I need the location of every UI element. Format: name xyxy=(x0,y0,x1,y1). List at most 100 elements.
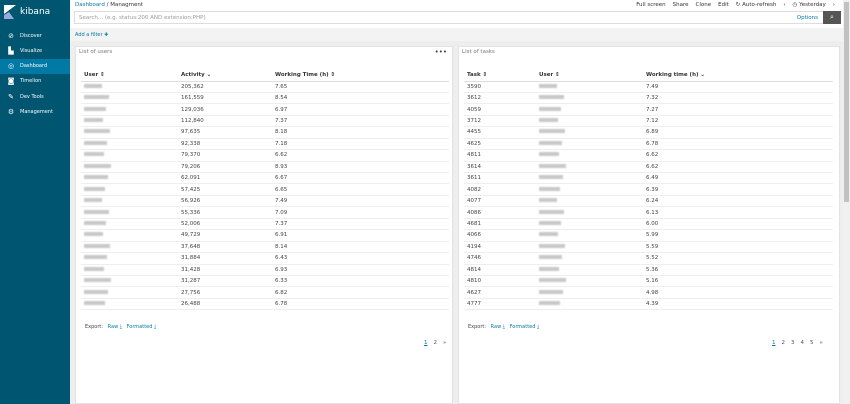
table-cell xyxy=(536,206,643,219)
redacted-user xyxy=(84,266,104,271)
export-formatted-link[interactable]: Formatted ⤓ xyxy=(126,324,157,330)
cell-value: 6.93 xyxy=(275,266,288,273)
cell-value: 79,206 xyxy=(181,163,201,170)
fullscreen-button[interactable]: Full screen xyxy=(636,2,666,8)
sidebar-item-management[interactable]: ⚙ Management xyxy=(0,105,70,120)
table-cell: 31,287 xyxy=(178,275,272,288)
add-filter-button[interactable]: Add a filter ✚ xyxy=(75,32,109,38)
table-cell: 6.62 xyxy=(272,149,449,162)
page-link[interactable]: 3 xyxy=(791,340,795,346)
export-label: Export: xyxy=(468,324,487,330)
column-header[interactable]: User ⇕ xyxy=(81,69,178,82)
column-header[interactable]: User ⇕ xyxy=(536,69,643,82)
cell-value: 4082 xyxy=(467,186,481,193)
table-cell: 4082 xyxy=(464,183,536,196)
cell-value: 8.18 xyxy=(275,129,288,136)
cell-value: 49,729 xyxy=(181,232,201,239)
column-header[interactable]: Working Time (h) ⇕ xyxy=(272,69,449,82)
pagination: 1 2 » xyxy=(424,340,446,346)
redacted-user xyxy=(84,289,108,294)
panel-menu-icon[interactable]: ••• xyxy=(434,48,447,56)
breadcrumb-dashboard[interactable]: Dashboard xyxy=(75,2,105,8)
page-link[interactable]: 2 xyxy=(781,340,786,346)
export-raw-link[interactable]: Raw ⤓ xyxy=(107,324,122,330)
redacted-user xyxy=(539,198,557,203)
sidebar-item-label: Management xyxy=(20,109,53,115)
time-next-icon[interactable]: › xyxy=(832,2,835,8)
export-formatted-link[interactable]: Formatted ⤓ xyxy=(509,324,540,330)
table-cell: 4086 xyxy=(464,206,536,219)
time-picker[interactable]: ◷ Yesterday xyxy=(793,2,826,8)
table-row: 4086 6.13 xyxy=(464,206,833,219)
kibana-logo[interactable]: kibana xyxy=(4,5,50,19)
sidebar-item-label: Timelion xyxy=(20,78,42,85)
page-link[interactable]: » xyxy=(819,340,823,346)
cell-value: 7.49 xyxy=(275,198,288,205)
table-cell: 5.52 xyxy=(643,252,833,265)
sidebar-item-dashboard[interactable]: ◎ Dashboard xyxy=(0,58,70,74)
cell-value: 161,559 xyxy=(181,95,204,102)
column-header[interactable]: Activity ⌄ xyxy=(178,69,272,82)
time-prev-icon[interactable]: ‹ xyxy=(783,2,786,8)
table-cell xyxy=(81,264,178,276)
cell-value: 6.13 xyxy=(646,209,659,216)
table-cell: 8.14 xyxy=(272,241,449,254)
edit-button[interactable]: Edit xyxy=(718,2,729,8)
search-bar: Search... (e.g. status:200 AND extension… xyxy=(74,11,841,24)
table-row: 4810 5.16 xyxy=(464,275,833,288)
table-cell: 6.43 xyxy=(272,252,449,265)
table-row: 79,370 6.62 xyxy=(81,149,449,162)
sidebar-item-discover[interactable]: ⊘ Discover xyxy=(0,28,70,43)
scrollbar-thumb[interactable] xyxy=(844,2,849,202)
sidebar-item-dev-tools[interactable]: ✎ Dev Tools xyxy=(0,89,70,104)
top-bar: Dashboard / Managment Full screen Share … xyxy=(70,0,843,10)
search-button[interactable]: ⌕ xyxy=(823,11,841,24)
search-icon: ⌕ xyxy=(830,13,834,21)
table-cell xyxy=(81,218,178,231)
table-cell: 4066 xyxy=(464,229,536,242)
auto-refresh-button[interactable]: ↻ Auto-refresh xyxy=(736,2,777,8)
export-label: Export: xyxy=(85,324,104,330)
pagination: 1 2 3 4 5 » xyxy=(772,340,823,346)
search-input[interactable]: Search... (e.g. status:200 AND extension… xyxy=(79,15,206,21)
table-cell xyxy=(81,298,178,311)
sidebar-item-visualize[interactable]: ▙ Visualize xyxy=(0,43,70,58)
table-cell xyxy=(81,172,178,185)
page-link[interactable]: 1 xyxy=(424,340,428,346)
auto-refresh-label: Auto-refresh xyxy=(742,2,777,8)
users-panel: List of users ••• User ⇕ Activity ⌄ Workin… xyxy=(75,46,453,404)
table-row: 4625 6.78 xyxy=(464,138,833,151)
sidebar-item-timelion[interactable]: ◙ Timelion xyxy=(0,74,70,89)
table-cell: 161,559 xyxy=(178,92,272,105)
table-cell: 8.93 xyxy=(272,161,449,174)
share-button[interactable]: Share xyxy=(672,2,689,8)
redacted-user xyxy=(84,140,107,145)
cell-value: 52,006 xyxy=(181,220,201,227)
page-link[interactable]: » xyxy=(443,340,447,346)
page-link[interactable]: 2 xyxy=(433,340,438,346)
table-row: 52,006 7.37 xyxy=(81,218,449,231)
table-cell xyxy=(81,161,178,174)
cell-value: 31,884 xyxy=(181,255,201,262)
options-button[interactable]: Options xyxy=(796,15,818,21)
page-scrollbar[interactable] xyxy=(843,0,850,404)
cell-value: 6.33 xyxy=(275,278,288,285)
page-link[interactable]: 1 xyxy=(772,340,776,346)
filter-bar: Add a filter ✚ xyxy=(70,28,843,41)
column-header[interactable]: Task ⇕ xyxy=(464,69,536,82)
clone-button[interactable]: Clone xyxy=(695,2,712,8)
table-cell: 6.97 xyxy=(272,103,449,116)
table-cell: 92,338 xyxy=(178,138,272,151)
cell-value: 31,428 xyxy=(181,266,201,273)
table-cell: 4.39 xyxy=(643,298,833,311)
table-row: 27,756 6.82 xyxy=(81,286,449,299)
page-link[interactable]: 4 xyxy=(800,340,805,346)
column-header[interactable]: Working time (h) ⌄ xyxy=(643,69,833,82)
redacted-user xyxy=(84,163,111,168)
page-link[interactable]: 5 xyxy=(810,340,814,346)
cell-value: 5.36 xyxy=(646,266,659,273)
table-cell xyxy=(536,126,643,139)
table-cell: 4746 xyxy=(464,252,536,265)
table-cell: 79,370 xyxy=(178,149,272,162)
export-raw-link[interactable]: Raw ⤓ xyxy=(490,324,505,330)
